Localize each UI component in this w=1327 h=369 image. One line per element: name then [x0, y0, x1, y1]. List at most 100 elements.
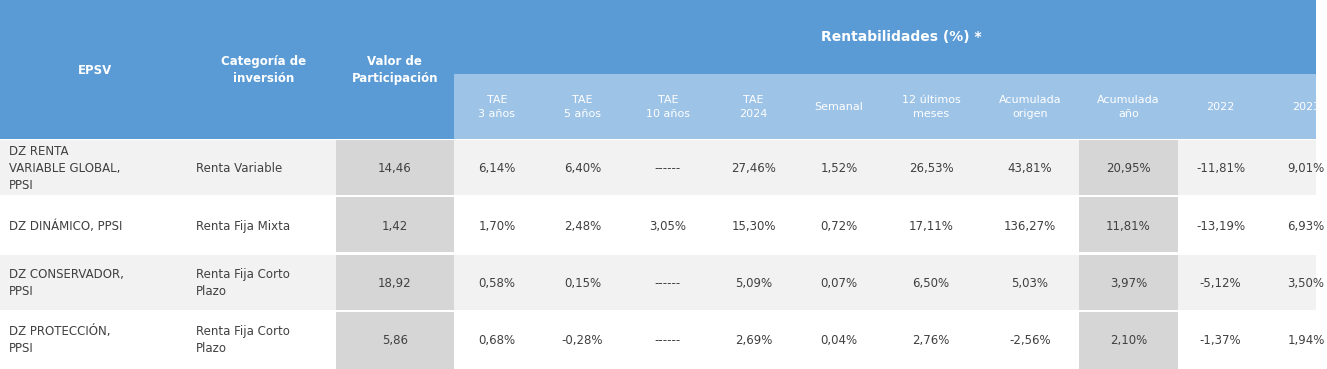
Text: 1,42: 1,42	[382, 220, 407, 232]
Bar	[540, 197, 625, 255]
Bar	[0, 197, 191, 255]
Bar	[540, 140, 625, 197]
Text: 43,81%: 43,81%	[1007, 162, 1052, 175]
Text: -0,28%: -0,28%	[561, 334, 602, 347]
Text: 26,53%: 26,53%	[909, 162, 953, 175]
Text: Valor de
Participación: Valor de Participación	[352, 55, 438, 85]
Text: Renta Fija Corto
Plazo: Renta Fija Corto Plazo	[196, 325, 291, 355]
Text: -5,12%: -5,12%	[1200, 277, 1242, 290]
Bar	[191, 140, 336, 197]
Bar	[1178, 140, 1263, 197]
Bar	[796, 312, 881, 369]
Bar	[540, 74, 625, 140]
Bar	[711, 312, 796, 369]
Bar	[336, 197, 454, 255]
Text: 2023: 2023	[1292, 102, 1320, 112]
Bar	[711, 255, 796, 312]
Bar	[796, 140, 881, 197]
Bar	[454, 0, 1327, 74]
Bar	[711, 140, 796, 197]
Text: 0,15%: 0,15%	[564, 277, 601, 290]
Bar	[881, 197, 981, 255]
Bar	[711, 74, 796, 140]
Bar	[0, 139, 1316, 140]
Bar	[981, 140, 1079, 197]
Bar	[0, 312, 191, 369]
Bar	[454, 312, 540, 369]
Text: 0,72%: 0,72%	[820, 220, 857, 232]
Text: 1,70%: 1,70%	[478, 220, 515, 232]
Text: 2,10%: 2,10%	[1109, 334, 1147, 347]
Bar	[1263, 197, 1327, 255]
Text: 0,04%: 0,04%	[820, 334, 857, 347]
Text: DZ DINÁMICO, PPSI: DZ DINÁMICO, PPSI	[9, 220, 122, 232]
Bar	[454, 197, 540, 255]
Text: 5,86: 5,86	[382, 334, 407, 347]
Text: 3,50%: 3,50%	[1287, 277, 1324, 290]
Bar	[1178, 74, 1263, 140]
Text: 0,68%: 0,68%	[478, 334, 515, 347]
Text: 6,40%: 6,40%	[564, 162, 601, 175]
Bar	[191, 0, 336, 140]
Bar	[981, 197, 1079, 255]
Text: TAE
2024: TAE 2024	[739, 96, 767, 118]
Bar	[0, 195, 1316, 197]
Bar	[1079, 255, 1178, 312]
Bar	[981, 312, 1079, 369]
Bar	[981, 74, 1079, 140]
Text: 6,50%: 6,50%	[913, 277, 950, 290]
Bar	[881, 255, 981, 312]
Text: Semanal: Semanal	[815, 102, 864, 112]
Text: 2022: 2022	[1206, 102, 1235, 112]
Bar	[0, 255, 191, 312]
Text: 5,03%: 5,03%	[1011, 277, 1048, 290]
Text: 12 últimos
meses: 12 últimos meses	[902, 96, 961, 118]
Text: DZ PROTECCIÓN,
PPSI: DZ PROTECCIÓN, PPSI	[9, 325, 110, 355]
Bar	[796, 74, 881, 140]
Text: Renta Fija Corto
Plazo: Renta Fija Corto Plazo	[196, 268, 291, 298]
Bar	[336, 140, 454, 197]
Bar	[625, 255, 711, 312]
Bar	[1263, 255, 1327, 312]
Text: 15,30%: 15,30%	[731, 220, 776, 232]
Text: Acumulada
año: Acumulada año	[1097, 96, 1160, 118]
Bar	[1079, 74, 1178, 140]
Text: ------: ------	[654, 334, 681, 347]
Text: ------: ------	[654, 277, 681, 290]
Bar	[336, 312, 454, 369]
Bar	[881, 74, 981, 140]
Bar	[191, 197, 336, 255]
Text: 0,58%: 0,58%	[478, 277, 515, 290]
Bar	[454, 255, 540, 312]
Bar	[1079, 197, 1178, 255]
Bar	[540, 255, 625, 312]
Bar	[625, 140, 711, 197]
Bar	[1263, 140, 1327, 197]
Text: Renta Fija Mixta: Renta Fija Mixta	[196, 220, 291, 232]
Text: Categoría de
inversión: Categoría de inversión	[220, 55, 305, 85]
Text: 3,05%: 3,05%	[649, 220, 686, 232]
Bar	[1263, 74, 1327, 140]
Text: TAE
3 años: TAE 3 años	[478, 96, 515, 118]
Bar	[796, 255, 881, 312]
Bar	[881, 140, 981, 197]
Text: 6,14%: 6,14%	[478, 162, 515, 175]
Bar	[0, 252, 1316, 255]
Text: 0,07%: 0,07%	[820, 277, 857, 290]
Text: 3,97%: 3,97%	[1109, 277, 1147, 290]
Bar	[454, 74, 540, 140]
Bar	[625, 312, 711, 369]
Text: 27,46%: 27,46%	[731, 162, 776, 175]
Bar	[454, 140, 540, 197]
Bar	[796, 197, 881, 255]
Text: -2,56%: -2,56%	[1009, 334, 1051, 347]
Bar	[0, 140, 191, 197]
Text: Renta Variable: Renta Variable	[196, 162, 283, 175]
Bar	[625, 197, 711, 255]
Text: Rentabilidades (%) *: Rentabilidades (%) *	[821, 30, 982, 44]
Text: -11,81%: -11,81%	[1196, 162, 1245, 175]
Text: 136,27%: 136,27%	[1003, 220, 1056, 232]
Bar	[191, 255, 336, 312]
Text: 2,76%: 2,76%	[913, 334, 950, 347]
Text: EPSV: EPSV	[78, 63, 113, 77]
